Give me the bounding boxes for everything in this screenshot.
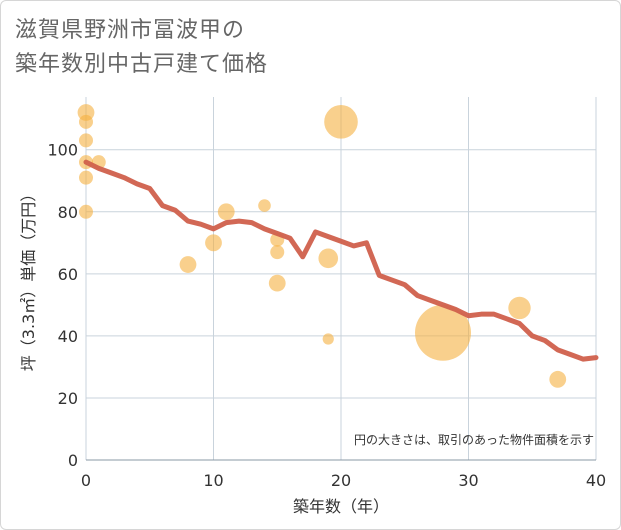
x-tick-label: 10 bbox=[203, 471, 223, 490]
bubble-point bbox=[205, 234, 222, 252]
average-price-line bbox=[83, 159, 599, 362]
tick-labels: 0 20 40 60 80 100 0 10 20 30 40 bbox=[47, 141, 606, 490]
y-axis-label: 坪（3.3㎡）単価（万円） bbox=[19, 186, 38, 371]
bubble-point bbox=[322, 333, 334, 345]
x-tick-label: 20 bbox=[331, 471, 351, 490]
bubble-point bbox=[508, 296, 531, 320]
x-axis-label: 築年数（年） bbox=[293, 497, 389, 516]
y-tick-label: 40 bbox=[58, 327, 78, 346]
bubble-point bbox=[549, 370, 567, 388]
chart-title-line-1: 滋賀県野洲市冨波甲の bbox=[15, 18, 246, 43]
bubble-point bbox=[79, 114, 93, 129]
bubble-point bbox=[79, 204, 93, 219]
grid-lines bbox=[85, 97, 597, 461]
bubble-point bbox=[217, 203, 235, 221]
x-tick-label: 30 bbox=[458, 471, 478, 490]
y-tick-label: 80 bbox=[58, 203, 78, 222]
x-tick-label: 0 bbox=[81, 471, 91, 490]
y-tick-label: 60 bbox=[58, 265, 78, 284]
bubble-point bbox=[415, 304, 471, 361]
bubble-point bbox=[79, 170, 93, 185]
bubble-point bbox=[270, 245, 285, 260]
bubble-point bbox=[318, 248, 339, 269]
x-tick-label: 40 bbox=[586, 471, 606, 490]
bubble-point bbox=[179, 256, 197, 273]
bubble-point bbox=[79, 133, 93, 148]
bubble-point bbox=[268, 274, 286, 292]
y-tick-label: 100 bbox=[47, 141, 78, 160]
bubble-point bbox=[324, 105, 358, 139]
y-tick-label: 0 bbox=[68, 451, 78, 470]
y-tick-label: 20 bbox=[58, 389, 78, 408]
chart-title: 滋賀県野洲市冨波甲の 築年数別中古戸建て価格 bbox=[15, 14, 268, 82]
chart-title-line-2: 築年数別中古戸建て価格 bbox=[15, 52, 269, 77]
line-layer bbox=[83, 159, 599, 362]
bubble-size-note: 円の大きさは、取引のあった物件面積を示す bbox=[354, 432, 594, 447]
bubble-layer bbox=[77, 104, 567, 388]
bubble-point bbox=[258, 199, 271, 212]
